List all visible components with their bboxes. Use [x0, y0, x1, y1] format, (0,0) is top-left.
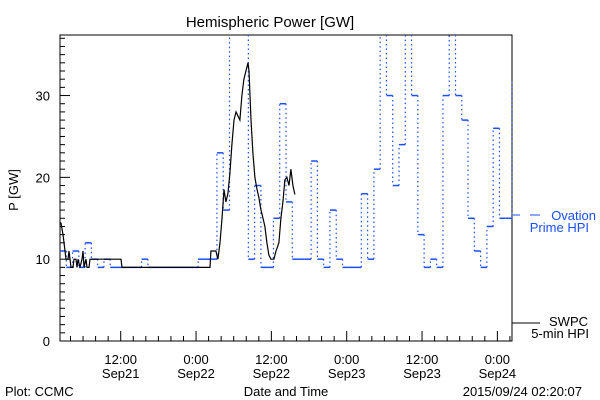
y-tick-label: 30 [36, 89, 50, 104]
x-tick-date-label: Sep23 [403, 366, 441, 381]
x-tick-date-label: Sep22 [253, 366, 291, 381]
x-tick-time-label: 12:00 [104, 352, 137, 367]
legend-swpc-label-2: 5-min HPI [531, 326, 589, 341]
swpc-series [59, 62, 296, 268]
x-tick-time-label: 12:00 [255, 352, 288, 367]
y-tick-label: 0 [43, 334, 50, 349]
axes: 010203012:00Sep210:00Sep2212:00Sep220:00… [36, 37, 517, 381]
x-tick-date-label: Sep21 [102, 366, 140, 381]
legend-ovation-label-2: Prime HPI [530, 220, 589, 235]
swpc-line [59, 62, 296, 268]
x-tick-time-label: 0:00 [334, 352, 359, 367]
x-tick-date-label: Sep24 [479, 366, 517, 381]
ovation-series [60, 35, 513, 269]
x-tick-date-label: Sep23 [328, 366, 366, 381]
legend-ovation-label-1: Ovation [551, 208, 596, 223]
y-axis-label: P [GW] [6, 169, 21, 211]
x-tick-time-label: 0:00 [183, 352, 208, 367]
y-tick-label: 10 [36, 252, 50, 267]
plot-credit: Plot: CCMC [5, 384, 74, 399]
legend: Ovation Prime HPI SWPC 5-min HPI [512, 208, 596, 341]
y-tick-label: 20 [36, 170, 50, 185]
x-axis-label: Date and Time [244, 384, 329, 399]
chart-title: Hemispheric Power [GW] [186, 14, 354, 31]
legend-swpc-label-1: SWPC [549, 314, 588, 329]
x-tick-time-label: 12:00 [406, 352, 439, 367]
x-tick-date-label: Sep22 [177, 366, 215, 381]
x-tick-time-label: 0:00 [485, 352, 510, 367]
plot-timestamp: 2015/09/24 02:20:07 [463, 384, 582, 399]
plot-frame [59, 34, 513, 342]
